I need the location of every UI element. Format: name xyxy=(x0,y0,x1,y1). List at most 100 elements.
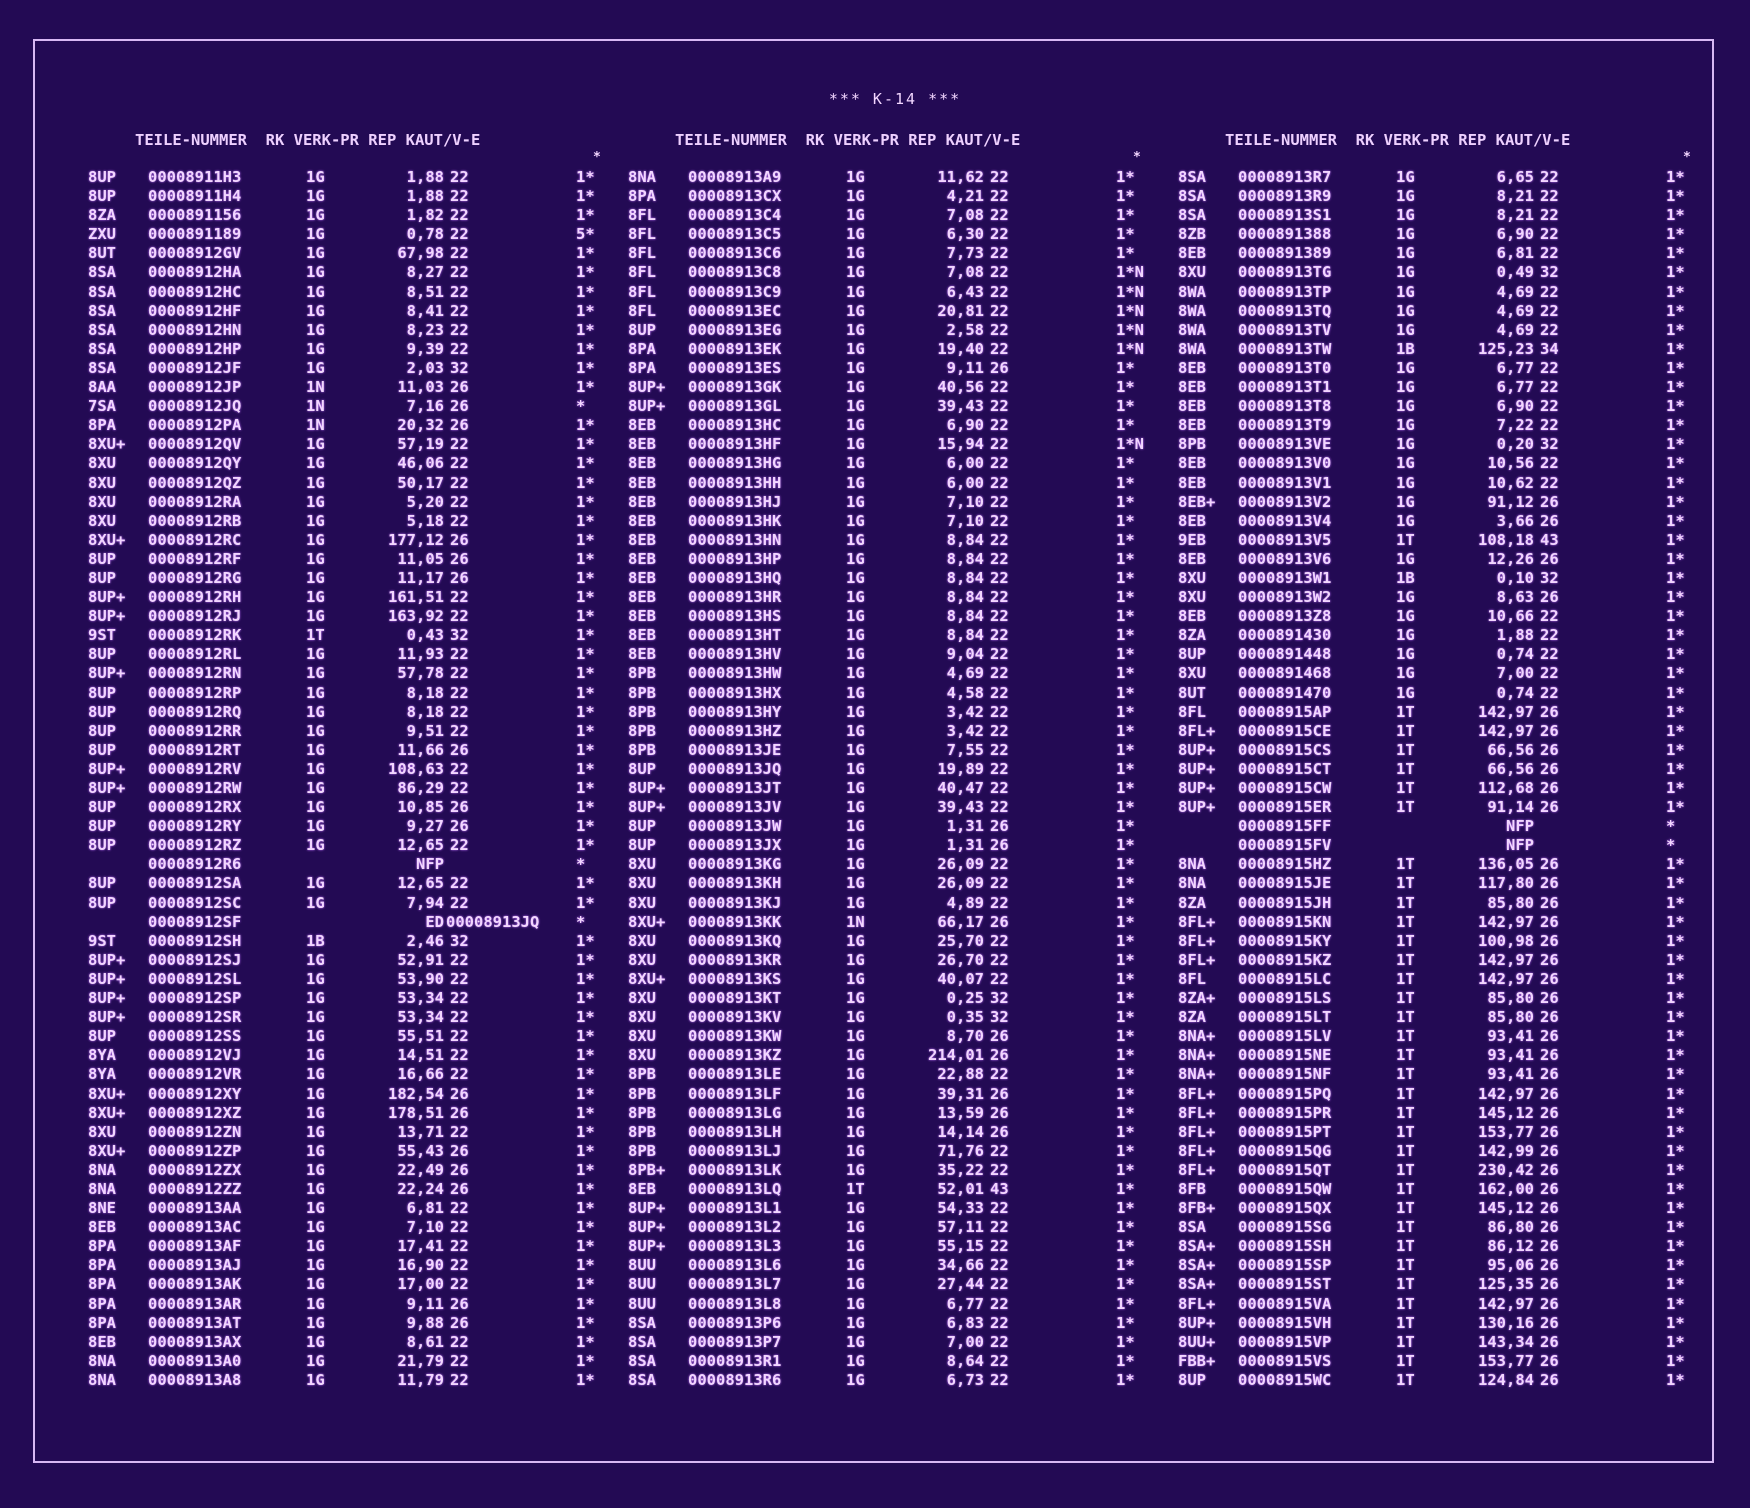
rep: 22 xyxy=(1540,320,1559,339)
prefix: 8UP+ xyxy=(88,1008,126,1027)
verk-pr: 8,84 xyxy=(946,530,984,549)
verk-pr: 66,17 xyxy=(937,912,984,931)
verk-pr: 2,03 xyxy=(406,358,444,377)
teile-nummer: 00008912HP xyxy=(148,339,242,358)
teile-nummer: 00008915ST xyxy=(1238,1275,1332,1294)
rep: 22 xyxy=(990,1160,1009,1179)
rk: 1G xyxy=(846,950,865,969)
rep: 26 xyxy=(450,568,469,587)
verk-pr: 7,10 xyxy=(406,1218,444,1237)
kaut-ve: 1* xyxy=(1666,282,1685,301)
kaut-ve: 1* xyxy=(576,950,595,969)
rk: 1G xyxy=(846,568,865,587)
rep: 32 xyxy=(1540,568,1559,587)
prefix: 8UP xyxy=(88,817,116,836)
rep: 26 xyxy=(1540,874,1559,893)
kaut-ve: 1*N xyxy=(1116,320,1144,339)
prefix: 8UP xyxy=(628,759,656,778)
rep: 22 xyxy=(450,1351,469,1370)
teile-nummer: 00008915WC xyxy=(1238,1370,1332,1389)
rep: 22 xyxy=(990,1256,1009,1275)
prefix: 8EB xyxy=(1178,378,1206,397)
verk-pr: 7,55 xyxy=(946,740,984,759)
kaut-ve: 1* xyxy=(576,874,595,893)
verk-pr: 6,81 xyxy=(1496,244,1534,263)
kaut-ve: 1* xyxy=(576,1275,595,1294)
prefix: 8FL xyxy=(628,206,656,225)
rk: 1G xyxy=(306,1084,325,1103)
kaut-ve: * xyxy=(1666,817,1676,836)
rep: 22 xyxy=(990,855,1009,874)
rep: 26 xyxy=(1540,1218,1559,1237)
verk-pr: 214,01 xyxy=(928,1046,984,1065)
rep: 22 xyxy=(450,1046,469,1065)
verk-pr: 0,78 xyxy=(406,225,444,244)
teile-nummer: 00008912VJ xyxy=(148,1046,242,1065)
rk: 1G xyxy=(846,607,865,626)
verk-pr: 10,56 xyxy=(1487,454,1534,473)
rk: 1G xyxy=(846,549,865,568)
rk: 1G xyxy=(1396,607,1415,626)
verk-pr: 57,19 xyxy=(397,435,444,454)
kaut-ve: 1* xyxy=(1116,1256,1135,1275)
prefix: 8PB xyxy=(628,721,656,740)
kaut-ve: 1* xyxy=(1116,607,1135,626)
kaut-ve: 1* xyxy=(1116,1122,1135,1141)
verk-pr: 1,88 xyxy=(1496,626,1534,645)
teile-nummer: 00008912RC xyxy=(148,530,242,549)
rk: 1G xyxy=(306,1256,325,1275)
prefix: 8SA xyxy=(1178,187,1206,206)
rk: 1G xyxy=(306,320,325,339)
verk-pr: 11,66 xyxy=(397,740,444,759)
teile-nummer: 00008913KR xyxy=(688,950,782,969)
verk-pr: 34,66 xyxy=(937,1256,984,1275)
rk: 1G xyxy=(846,1027,865,1046)
kaut-ve: 5* xyxy=(576,225,595,244)
prefix: 8XU xyxy=(1178,568,1206,587)
rep: 26 xyxy=(1540,1141,1559,1160)
teile-nummer: 00008913C4 xyxy=(688,206,782,225)
rk: 1G xyxy=(306,759,325,778)
rk: 1T xyxy=(1396,1275,1415,1294)
kaut-ve: 1* xyxy=(576,339,595,358)
rep: 26 xyxy=(450,1313,469,1332)
prefix: 8EB xyxy=(628,454,656,473)
verk-pr: 9,51 xyxy=(406,721,444,740)
rk: 1G xyxy=(306,683,325,702)
kaut-ve: 1* xyxy=(1116,397,1135,416)
rep: 26 xyxy=(990,1027,1009,1046)
prefix: 8UP xyxy=(88,721,116,740)
kaut-ve: 1* xyxy=(1666,1046,1685,1065)
kaut-ve: 1* xyxy=(1666,1199,1685,1218)
prefix: 7SA xyxy=(88,397,116,416)
rk: 1G xyxy=(306,1122,325,1141)
teile-nummer: 00008912RQ xyxy=(148,702,242,721)
rep: 32 xyxy=(990,1008,1009,1027)
verk-pr: 57,11 xyxy=(937,1218,984,1237)
verk-pr: 26,09 xyxy=(937,855,984,874)
teile-nummer: 00008915JH xyxy=(1238,893,1332,912)
prefix: 8UP+ xyxy=(628,1218,666,1237)
teile-nummer: 00008913R7 xyxy=(1238,168,1332,186)
kaut-ve: 1* xyxy=(1116,454,1135,473)
kaut-ve: 1* xyxy=(1116,740,1135,759)
rk: 1G xyxy=(306,454,325,473)
teile-nummer: 00008913AR xyxy=(148,1294,242,1313)
rk: 1G xyxy=(1396,187,1415,206)
rk: 1G xyxy=(306,1160,325,1179)
rep: 22 xyxy=(990,492,1009,511)
rk: 1G xyxy=(306,836,325,855)
rep: 22 xyxy=(450,168,469,186)
kaut-ve: 1* xyxy=(1116,1160,1135,1179)
rk: 1G xyxy=(1396,378,1415,397)
rep: 22 xyxy=(450,950,469,969)
verk-pr: 91,12 xyxy=(1487,492,1534,511)
prefix: 8PA xyxy=(88,1237,116,1256)
rk: 1N xyxy=(306,416,325,435)
rk: 1G xyxy=(306,874,325,893)
teile-nummer: 00008913HY xyxy=(688,702,782,721)
rk: 1G xyxy=(306,511,325,530)
verk-pr: 16,90 xyxy=(397,1256,444,1275)
teile-nummer: 00008915VA xyxy=(1238,1294,1332,1313)
verk-pr: 142,97 xyxy=(1478,912,1534,931)
